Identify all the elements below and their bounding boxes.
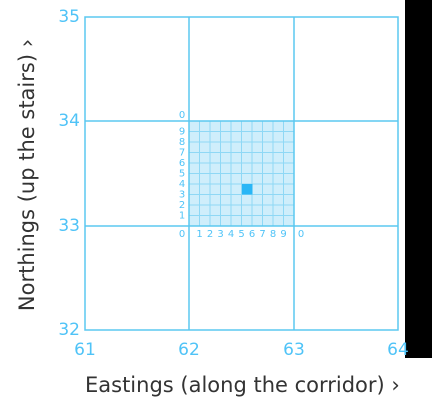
sub-label: 3 (217, 229, 223, 240)
y-tick-label: 32 (58, 320, 80, 340)
y-axis-label: Northings (up the stairs) › (15, 39, 39, 311)
x-tick-label: 64 (387, 340, 409, 360)
sub-label: 8 (270, 229, 276, 240)
y-tick-label: 35 (58, 7, 80, 27)
sub-label: 5 (238, 229, 244, 240)
sub-label: 8 (179, 137, 185, 148)
sub-label: 1 (179, 211, 185, 222)
sub-label: 7 (259, 229, 265, 240)
x-tick-label: 61 (74, 340, 96, 360)
highlight-cell (242, 184, 253, 195)
sub-label: 4 (228, 229, 234, 240)
sub-label: 1 (196, 229, 202, 240)
sub-label: 6 (249, 229, 255, 240)
sub-label: 9 (179, 127, 185, 138)
sub-label: 0 (179, 110, 185, 121)
major-grid (84, 16, 399, 331)
sub-label: 0 (298, 229, 304, 240)
sub-label: 3 (179, 190, 185, 201)
sub-label: 4 (179, 179, 185, 190)
y-tick-label: 33 (58, 216, 80, 236)
x-tick-label: 62 (178, 340, 200, 360)
sub-label: 0 (179, 229, 185, 240)
sub-label: 7 (179, 148, 185, 159)
sub-label: 5 (179, 169, 185, 180)
x-axis-label: Eastings (along the corridor) › (85, 373, 400, 397)
sub-label: 2 (179, 200, 185, 211)
x-tick-label: 63 (283, 340, 305, 360)
sub-label: 6 (179, 158, 185, 169)
sub-label: 2 (207, 229, 213, 240)
fine-grid (189, 121, 294, 226)
side-panel (405, 0, 432, 358)
y-tick-label: 34 (58, 111, 80, 131)
sub-label: 9 (280, 229, 286, 240)
